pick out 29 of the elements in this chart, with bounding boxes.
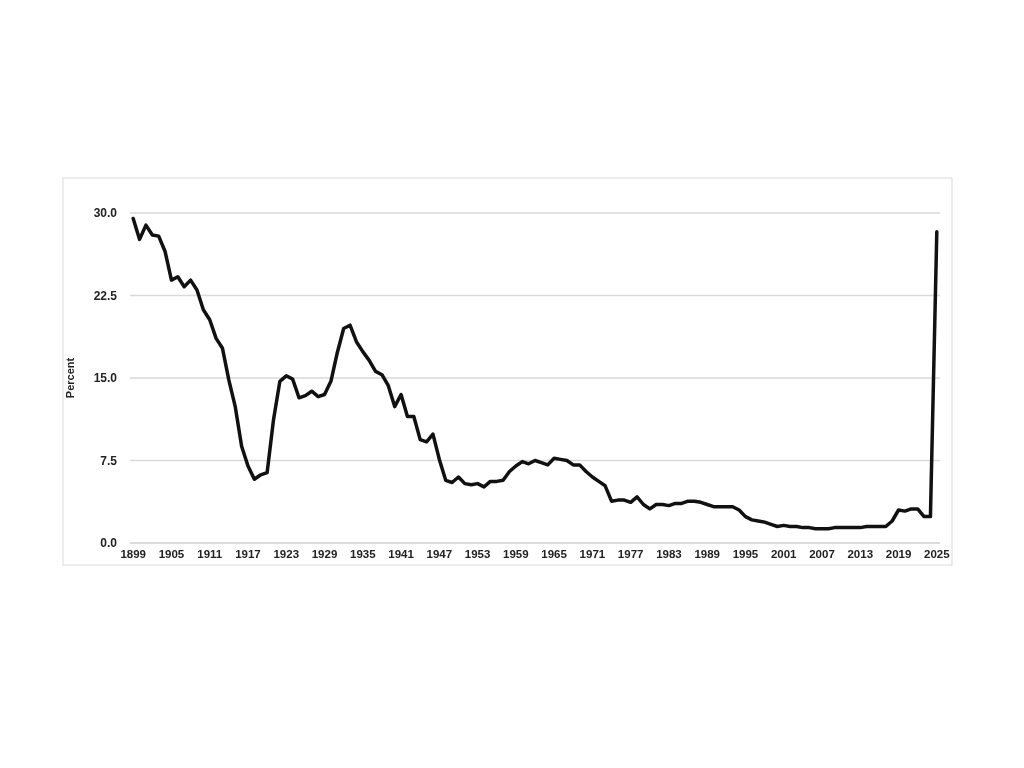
x-tick-label: 2007 xyxy=(809,548,835,560)
x-tick-label: 1899 xyxy=(120,548,146,560)
y-tick-label: 22.5 xyxy=(93,288,118,303)
x-tick-label: 1929 xyxy=(311,548,338,560)
y-tick-label: 7.5 xyxy=(100,453,118,468)
x-tick-label: 2019 xyxy=(885,548,912,560)
x-tick-label: 1941 xyxy=(388,548,415,560)
x-tick-label: 1989 xyxy=(694,548,720,560)
x-tick-label: 1977 xyxy=(617,548,644,560)
y-tick-label: 30.0 xyxy=(93,206,118,221)
y-tick-label: 0.0 xyxy=(100,536,118,551)
x-tick-label: 1917 xyxy=(235,548,261,560)
y-tick-label: 15.0 xyxy=(93,371,118,386)
x-tick-label: 2013 xyxy=(847,548,874,560)
x-tick-label: 1953 xyxy=(464,548,491,560)
x-tick-label: 1983 xyxy=(656,548,682,560)
x-tick-label: 1971 xyxy=(579,548,606,560)
line-series xyxy=(131,216,939,531)
x-tick-label: 1905 xyxy=(158,548,185,560)
y-axis-title: Percent xyxy=(64,357,76,399)
x-tick-label: 1923 xyxy=(273,548,300,560)
x-tick-label: 1965 xyxy=(541,548,568,560)
x-tick-label: 1959 xyxy=(503,548,529,560)
x-tick-label: 1935 xyxy=(350,548,377,560)
x-tick-label: 1911 xyxy=(197,548,223,560)
x-tick-label: 2001 xyxy=(770,548,798,560)
x-tick-label: 1995 xyxy=(732,548,759,560)
x-tick-label: 2025 xyxy=(924,548,951,560)
x-tick-label: 1947 xyxy=(426,548,453,560)
